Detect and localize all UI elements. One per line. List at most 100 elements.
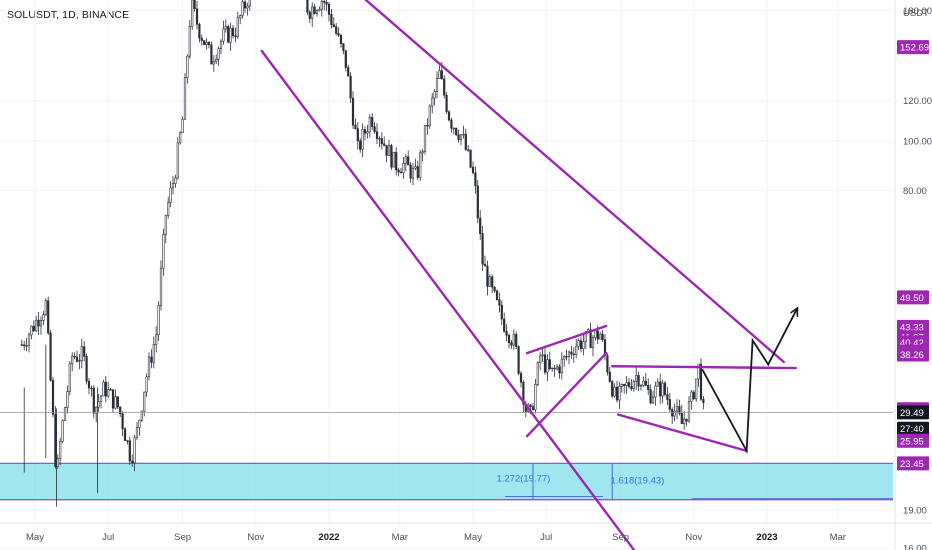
candle-body: [517, 346, 520, 374]
candle-body: [97, 401, 100, 408]
candle-body: [606, 355, 609, 373]
candle-body: [534, 384, 537, 411]
wedge-upper-line: [364, 0, 785, 364]
x-tick-label: Jul: [102, 532, 114, 543]
candle-body: [243, 1, 247, 9]
candle-body: [685, 418, 688, 422]
candle-body: [327, 3, 331, 15]
candle-body: [68, 363, 71, 392]
rising-wedge-upper-line: [525, 324, 608, 355]
support-zone: 1.272(19.77) 1.618(19.43): [0, 462, 893, 501]
candle-body: [637, 375, 640, 387]
candle-body: [395, 151, 398, 171]
price-badge-label: 23.45: [900, 459, 924, 470]
x-tick-label: Sep: [612, 532, 629, 543]
candle-body: [702, 398, 705, 404]
candle-body: [176, 142, 179, 179]
candle-body: [493, 286, 496, 292]
candle-body: [613, 386, 616, 397]
trendlines: [0, 0, 893, 550]
candle-body: [656, 381, 659, 387]
support-zone-rect: [0, 463, 893, 500]
candle-body: [111, 389, 115, 409]
candle-body: [195, 8, 199, 25]
candle-body: [692, 391, 695, 400]
candle-body: [498, 299, 501, 306]
candle-body: [371, 116, 374, 127]
candle-body: [582, 341, 585, 350]
candle-body: [440, 70, 443, 80]
candle-body: [347, 67, 350, 77]
candle-body: [236, 17, 239, 37]
candle-body: [563, 356, 566, 360]
candle-body: [92, 387, 95, 414]
candle-body: [131, 460, 134, 464]
candle-body: [623, 384, 626, 386]
candle-body: [217, 48, 220, 60]
candle-body: [145, 376, 148, 393]
candle-body: [219, 40, 223, 49]
price-badge-bg: [897, 456, 929, 471]
candle-body: [61, 420, 64, 442]
candle-body: [373, 126, 376, 132]
candle-body: [378, 138, 381, 140]
candle-body: [119, 406, 122, 415]
candle-body: [584, 331, 587, 343]
candle-body: [695, 378, 698, 400]
candle-body: [133, 437, 136, 464]
candle-body: [227, 26, 230, 43]
candle-body: [102, 381, 105, 397]
candle-body: [443, 78, 446, 96]
candle-body: [385, 145, 388, 156]
candle-body: [644, 380, 647, 386]
candle-body: [109, 389, 112, 391]
candle-body: [390, 145, 393, 168]
x-tick-label: May: [464, 532, 482, 543]
candle-body: [123, 428, 127, 441]
candle-body: [620, 384, 623, 387]
projection-path: [701, 309, 797, 455]
candle-body: [683, 418, 686, 425]
candle-body: [205, 41, 208, 46]
price-badge-bg: [897, 347, 929, 362]
y-tick-label: 180.00: [903, 6, 932, 17]
candle-body: [512, 333, 515, 346]
candle-body: [143, 391, 146, 412]
candle-body: [181, 119, 184, 134]
candle-body: [414, 166, 417, 169]
candle-body: [639, 385, 643, 387]
candle-body: [32, 325, 35, 332]
fib-label: 1.272(19.77): [496, 474, 550, 485]
candle-body: [198, 23, 201, 39]
candle-body: [673, 410, 676, 417]
candle-body: [191, 0, 194, 27]
price-axis: 220.00180.00120.00100.0080.0019.0016.00U…: [897, 6, 932, 550]
candle-body: [27, 334, 31, 346]
candle-body: [635, 375, 638, 382]
price-badge-label: 43.33: [900, 322, 924, 333]
candle-body: [135, 427, 139, 438]
candle-body: [344, 50, 347, 68]
price-badge-label: 25.95: [900, 436, 924, 447]
candle-body: [215, 58, 218, 62]
candle-body: [659, 381, 662, 397]
candle-body: [486, 265, 489, 287]
candle-body: [59, 441, 62, 459]
candle-body: [157, 305, 160, 335]
candle-body: [450, 119, 453, 129]
x-tick-label: 2023: [756, 532, 777, 543]
candle-body: [114, 396, 117, 409]
y-tick-label: 120.00: [903, 96, 932, 107]
candle-body: [411, 167, 415, 179]
x-tick-label: May: [26, 532, 44, 543]
candle-body: [476, 185, 479, 219]
candle-body: [522, 381, 525, 405]
x-tick-label: Mar: [392, 532, 408, 543]
candle-body: [42, 314, 45, 321]
candle-body: [560, 358, 563, 374]
candle-body: [193, 0, 196, 10]
candles: [20, 0, 705, 507]
price-badge-label: 49.50: [900, 293, 924, 304]
candle-body: [474, 172, 477, 187]
